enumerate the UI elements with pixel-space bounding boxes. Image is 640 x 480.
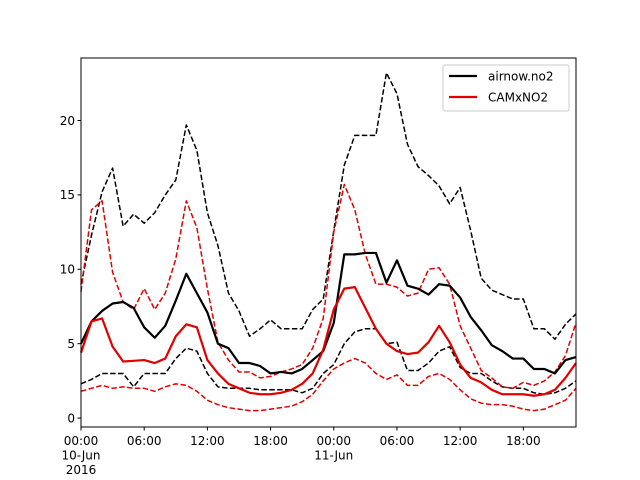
series-line-camxno2-upper [80, 183, 577, 390]
y-tick-label: 20 [60, 114, 75, 128]
x-tick-label: 2016 [66, 463, 97, 477]
series-line-airnow-no2 [80, 251, 577, 375]
x-tick-label: 06:00 [127, 434, 162, 448]
x-tick-label: 10-Jun [61, 449, 100, 463]
plot-lines [79, 72, 577, 412]
x-tick-label: 00:00 [64, 434, 99, 448]
legend-label-airnow: airnow.no2 [488, 69, 553, 83]
x-tick-label: 00:00 [316, 434, 351, 448]
legend: airnow.no2 CAMxNO2 [442, 64, 570, 112]
y-axis: 0 5 10 15 20 [60, 114, 81, 425]
series-line-camxno2-lower [80, 357, 577, 412]
x-tick-label: 06:00 [380, 434, 415, 448]
legend-label-camx: CAMxNO2 [488, 90, 548, 104]
axes-frame [80, 57, 577, 428]
x-tick-label: 18:00 [253, 434, 288, 448]
series-line-airnow-no2-lower [80, 328, 577, 396]
x-tick-label: 11-Jun [314, 449, 353, 463]
x-tick-label: 18:00 [506, 434, 541, 448]
y-tick-label: 5 [67, 337, 75, 351]
y-tick-label: 15 [60, 188, 75, 202]
x-tick-label: 12:00 [443, 434, 478, 448]
y-tick-label: 0 [67, 411, 75, 425]
series-line-camxno2 [79, 286, 577, 397]
y-tick-label: 10 [60, 263, 75, 277]
series-line-airnow-no2-upper [80, 72, 577, 340]
x-tick-label: 12:00 [190, 434, 225, 448]
